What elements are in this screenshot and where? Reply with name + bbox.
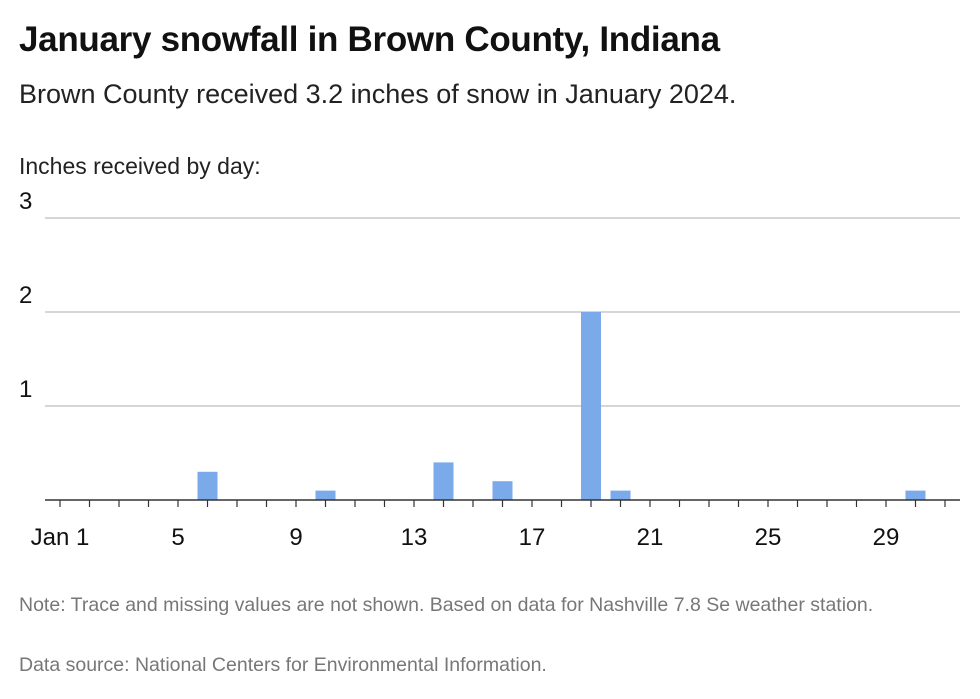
y-tick-label: 1 (19, 376, 32, 403)
chart-title: January snowfall in Brown County, Indian… (19, 20, 720, 59)
x-tick-label: 13 (401, 524, 428, 551)
bar (197, 471, 218, 500)
bar (905, 490, 926, 500)
y-tick-label: 2 (19, 282, 32, 309)
x-tick-label: 9 (289, 524, 302, 551)
x-tick-label: 5 (171, 524, 184, 551)
y-tick-labels: 1 2 3 (19, 188, 32, 403)
bar (315, 490, 336, 500)
bar (492, 481, 513, 500)
y-tick-label: 3 (19, 188, 32, 215)
chart-subtitle: Brown County received 3.2 inches of snow… (19, 79, 737, 109)
bar (433, 462, 454, 500)
bar (610, 490, 631, 500)
gridlines (45, 217, 960, 407)
x-tick-label: 29 (873, 524, 900, 551)
data-source: Data source: National Centers for Enviro… (19, 654, 547, 676)
chart-note: Note: Trace and missing values are not s… (19, 594, 874, 616)
bar (581, 312, 601, 500)
x-tick-label: Jan 1 (31, 524, 90, 551)
y-axis-label: Inches received by day: (19, 153, 261, 179)
x-tick-label: 17 (519, 524, 546, 551)
bars (197, 312, 926, 500)
x-tick-label: 21 (637, 524, 664, 551)
x-tick-label: 25 (755, 524, 782, 551)
x-axis: Jan 1 5 9 13 17 21 25 29 (31, 499, 960, 551)
bar-chart: Jan 1 5 9 13 17 21 25 29 1 2 3 (19, 188, 960, 551)
